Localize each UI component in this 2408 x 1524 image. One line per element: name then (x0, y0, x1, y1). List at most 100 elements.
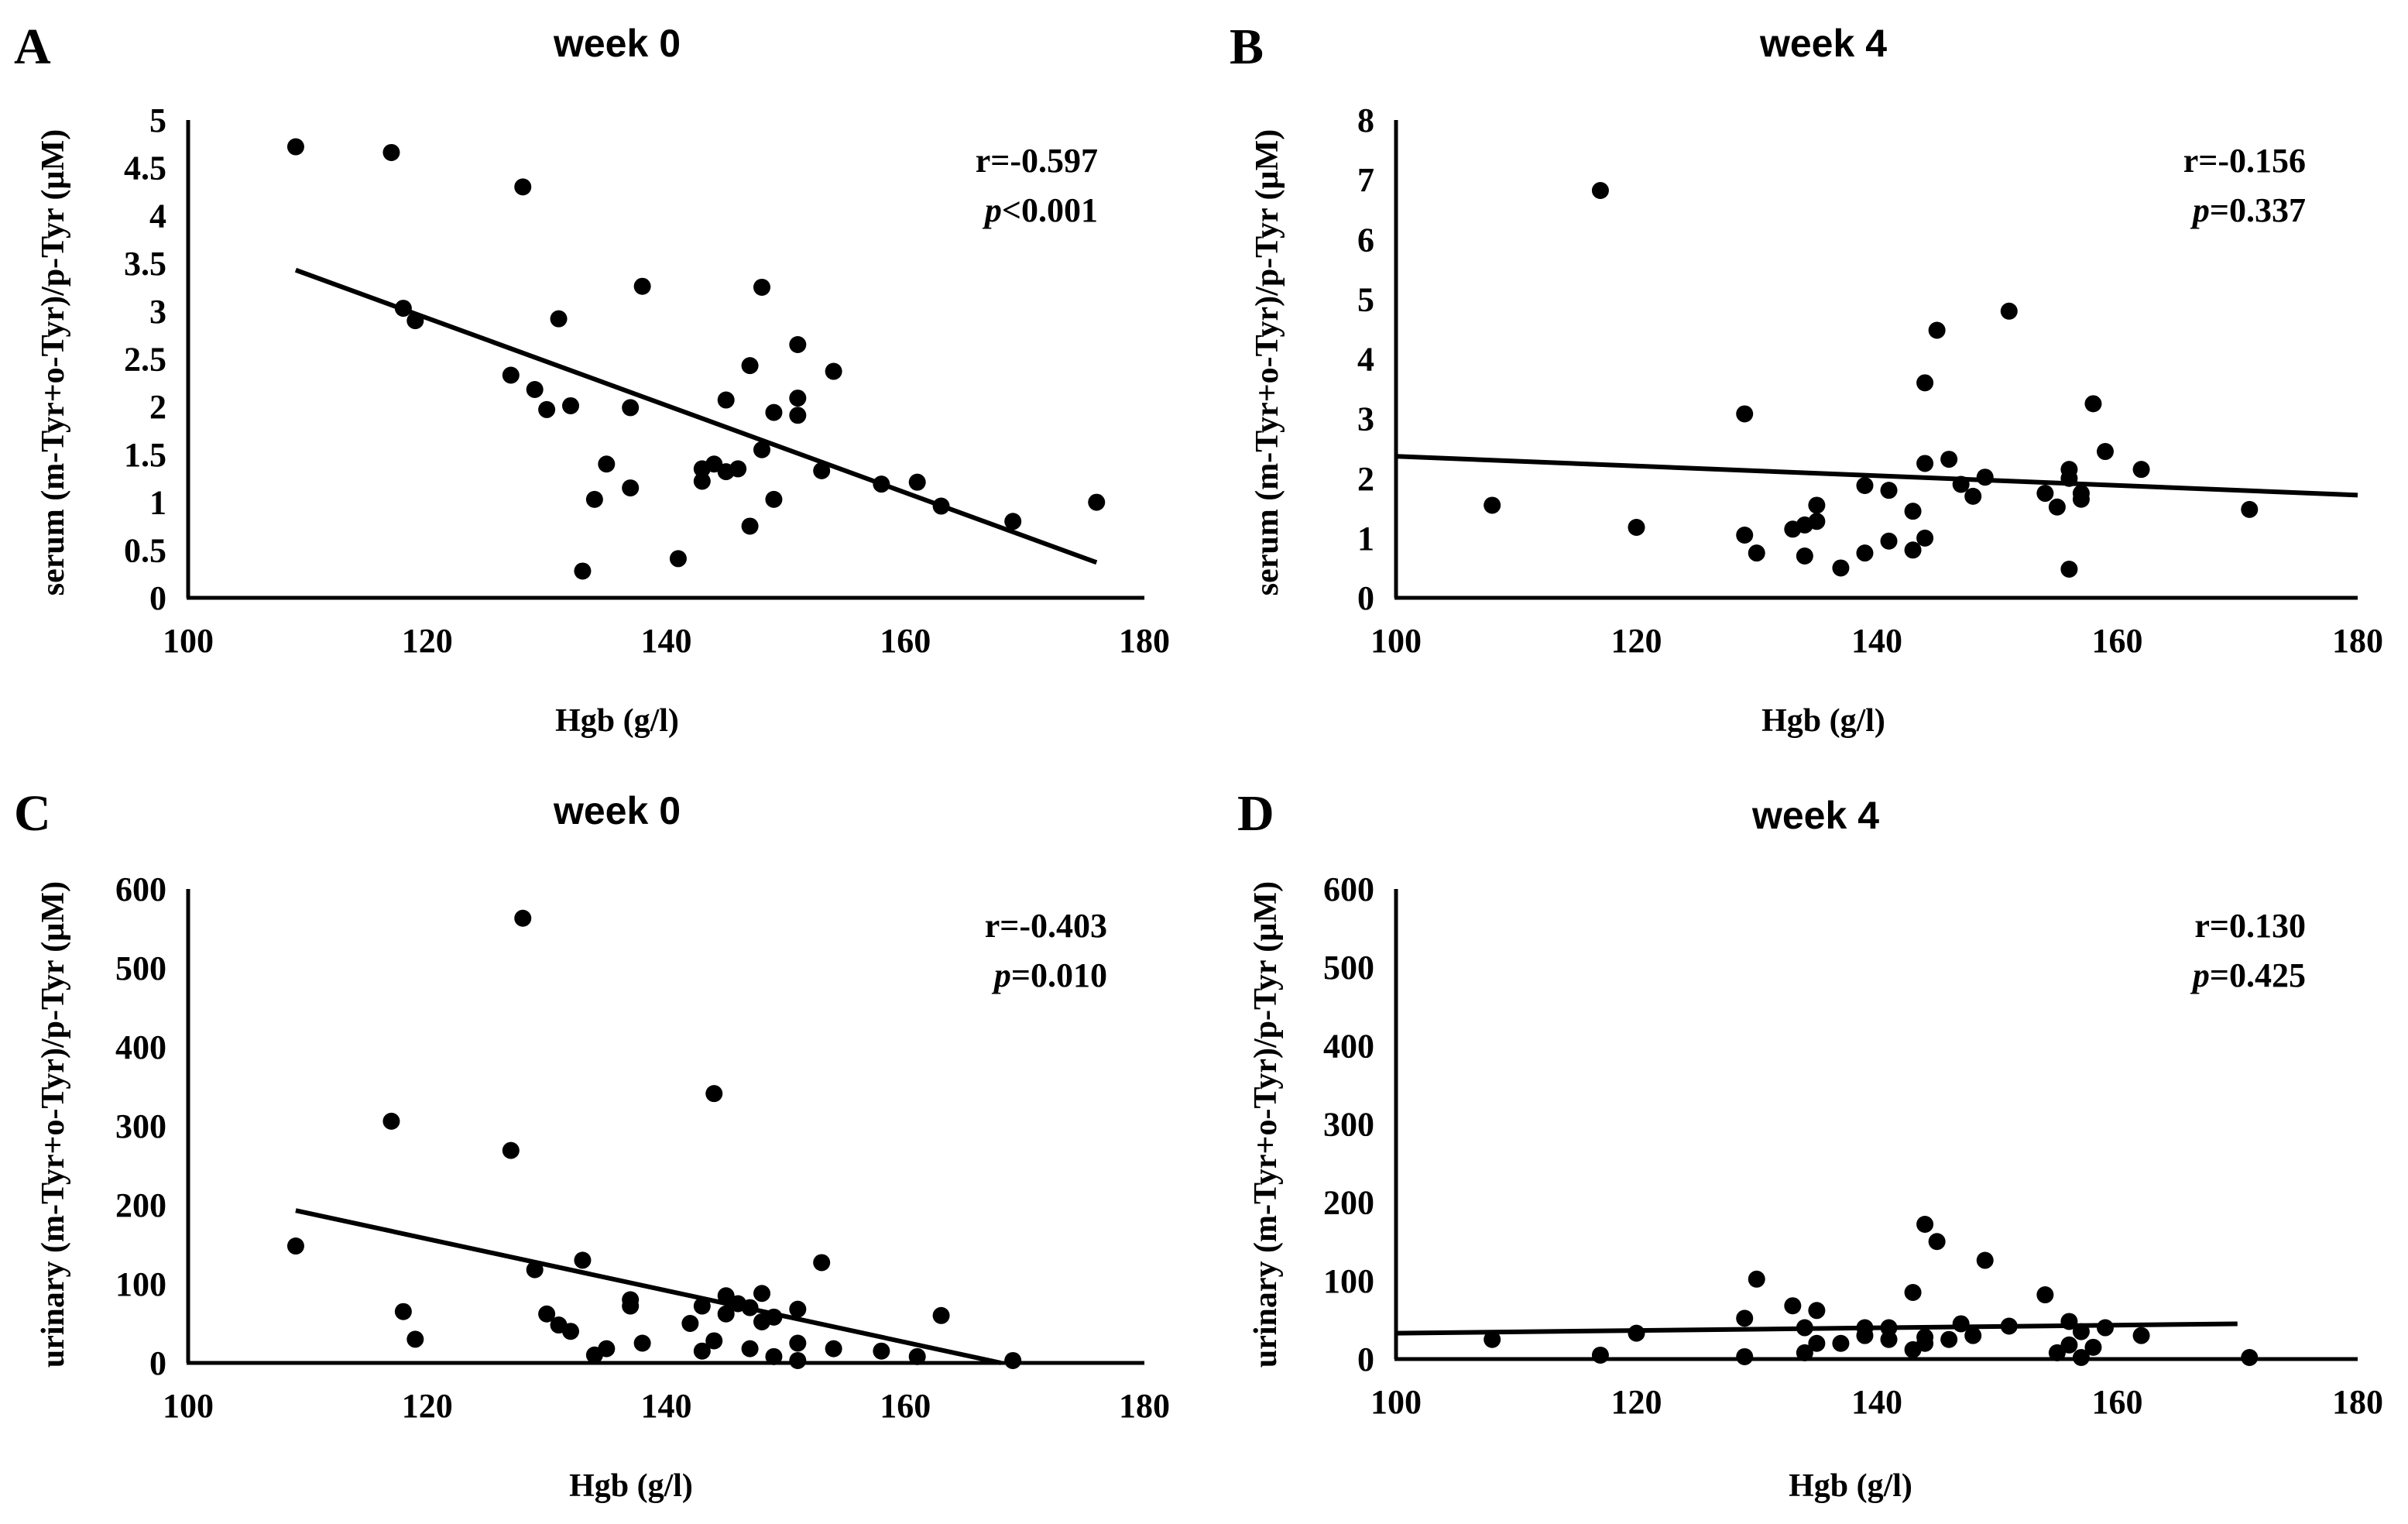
panel-c-data-point (705, 1332, 723, 1350)
panel-c-data-point (538, 1305, 556, 1323)
panel-b-data-point (1916, 455, 1934, 472)
panel-c-p-rest: =0.010 (1011, 956, 1107, 994)
panel-d-x-axis-label: Hgb (g/l) (1789, 1468, 1912, 1504)
panel-b-data-point (1976, 469, 1994, 486)
panel-b-data-point (1736, 405, 1754, 423)
panel-c-x-tick-label: 180 (1119, 1387, 1170, 1425)
panel-c-data-point (681, 1315, 699, 1332)
panel-a-y-tick-label: 2.5 (124, 341, 166, 379)
panel-a-data-point (1088, 493, 1106, 511)
panel-b-data-point (2060, 560, 2078, 578)
panel-d-data-point (2036, 1286, 2054, 1304)
panel-d-y-tick-label: 300 (1323, 1106, 1374, 1144)
panel-c-data-point (765, 1347, 783, 1365)
panel-a-data-point (622, 479, 640, 497)
panel-d-data-point (2060, 1336, 2078, 1354)
panel-c-data-point (286, 1237, 304, 1255)
panel-b-data-point (1748, 544, 1765, 562)
panel-b-x-axis-label: Hgb (g/l) (1761, 703, 1885, 739)
panel-d-p-rest: =0.425 (2210, 956, 2306, 994)
panel-c-data-point (622, 1291, 640, 1309)
panel-a-plot-area: 0 0.5 1 1.5 2 2.5 3 3.5 4 4.5 5 100 120 140 160 180 (124, 101, 1170, 660)
panel-b-data-point (1904, 541, 1922, 559)
panel-c-data-point (514, 909, 532, 927)
panel-a-p-value: p<0.001 (982, 191, 1098, 229)
panel-b-data-point (1591, 182, 1609, 200)
panel-a-data-point (502, 366, 520, 384)
panel-d-y-axis-label: urinary (m-Tyr+o-Tyr)/p-Tyr (µM) (1248, 881, 1284, 1368)
panel-d: D week 4 r=0.130 p=0.425 Hgb (g/l) urina… (1237, 785, 2383, 1504)
panel-b-data-point (1940, 451, 1958, 469)
panel-b-y-tick-label: 4 (1357, 341, 1374, 379)
panel-a-data-point (932, 497, 950, 515)
panel-a-data-point (753, 278, 770, 296)
panel-b-data-point (1880, 532, 1898, 550)
panel-c-data-point (825, 1340, 842, 1358)
panel-b-x-tick-label: 140 (1851, 622, 1902, 660)
panel-a-data-point (813, 462, 831, 479)
panel-d-data-point (1736, 1309, 1754, 1327)
panel-c-data-point (526, 1261, 544, 1279)
panel-d-data-point (1832, 1334, 1850, 1352)
panel-b-x-tick-label: 100 (1370, 622, 1422, 660)
panel-b-y-tick-label: 0 (1357, 579, 1374, 617)
panel-b-data-point (2036, 485, 2054, 503)
panel-a-x-tick-label: 120 (402, 622, 453, 660)
panel-b-title: week 4 (1759, 22, 1887, 65)
panel-b-data-point (1916, 529, 1934, 547)
panel-d-data-point (2000, 1317, 2018, 1335)
panel-b-data-point (2000, 302, 2018, 320)
panel-d-letter: D (1237, 785, 1274, 842)
panel-a-data-point (873, 475, 890, 493)
panel-a-data-point (406, 312, 424, 330)
panel-c-data-point (813, 1254, 831, 1272)
panel-c-data-point (789, 1300, 807, 1318)
panel-b-y-tick-label: 7 (1357, 161, 1374, 199)
panel-c-x-tick-label: 100 (163, 1387, 214, 1425)
panel-b-y-tick-label: 3 (1357, 400, 1374, 438)
panel-b-data-point (2060, 469, 2078, 487)
panel-d-data-point (1628, 1324, 1645, 1342)
panel-a-data-point (825, 362, 842, 380)
panel-c-data-point (562, 1323, 579, 1340)
panel-a-data-point (717, 391, 735, 409)
panel-c-data-point (693, 1342, 711, 1360)
panel-d-data-point (1880, 1319, 1898, 1337)
panel-b-y-axis-label: serum (m-Tyr+o-Tyr)/p-Tyr (µM) (1250, 129, 1285, 596)
panel-a-y-tick-label: 2 (149, 388, 166, 426)
panel-d-data-point (1808, 1302, 1826, 1320)
panel-d-data-point (1880, 1330, 1898, 1348)
panel-d-x-tick-label: 120 (1611, 1383, 1662, 1421)
panel-c-data-point (717, 1305, 735, 1323)
panel-b-data-point (1628, 518, 1645, 536)
panel-a-y-tick-label: 4 (149, 197, 166, 235)
panel-c-data-point (1004, 1351, 1022, 1369)
panel-b-p-rest: =0.337 (2210, 191, 2306, 229)
panel-a-r-value: r=-0.597 (976, 142, 1098, 180)
panel-b-data-point (1904, 503, 1922, 520)
panel-a-x-tick-label: 180 (1119, 622, 1170, 660)
panel-a-x-axis-label: Hgb (g/l) (555, 703, 679, 739)
panel-a-x-tick-label: 100 (163, 622, 214, 660)
panel-b-data-point (1964, 487, 1982, 505)
panel-b-x-tick-label: 160 (2092, 622, 2143, 660)
panel-b: B week 4 r=-0.156 p=0.337 Hgb (g/l) seru… (1230, 19, 2383, 739)
panel-b-plot-area: 0 1 2 3 4 5 6 7 8 100 120 140 160 180 (1357, 101, 2383, 660)
panel-b-data-point (1808, 513, 1826, 530)
panel-c-data-point (932, 1306, 950, 1324)
panel-d-data-point (1952, 1315, 1970, 1333)
panel-c-data-point (789, 1351, 807, 1369)
panel-b-r-value: r=-0.156 (2183, 142, 2306, 180)
panel-a-y-tick-label: 4.5 (124, 149, 166, 187)
panel-a-y-tick-label: 0.5 (124, 531, 166, 569)
panel-d-p-symbol: p (2190, 956, 2210, 994)
panel-a-data-point (538, 400, 556, 418)
panel-b-x-tick-label: 120 (1611, 622, 1662, 660)
panel-a-data-point (382, 143, 400, 161)
panel-b-data-point (1952, 475, 1970, 493)
panel-a-data-point (394, 300, 412, 318)
panel-b-y-tick-label: 1 (1357, 520, 1374, 558)
panel-c-y-tick-label: 600 (115, 870, 166, 908)
panel-d-data-point (1976, 1251, 1994, 1269)
